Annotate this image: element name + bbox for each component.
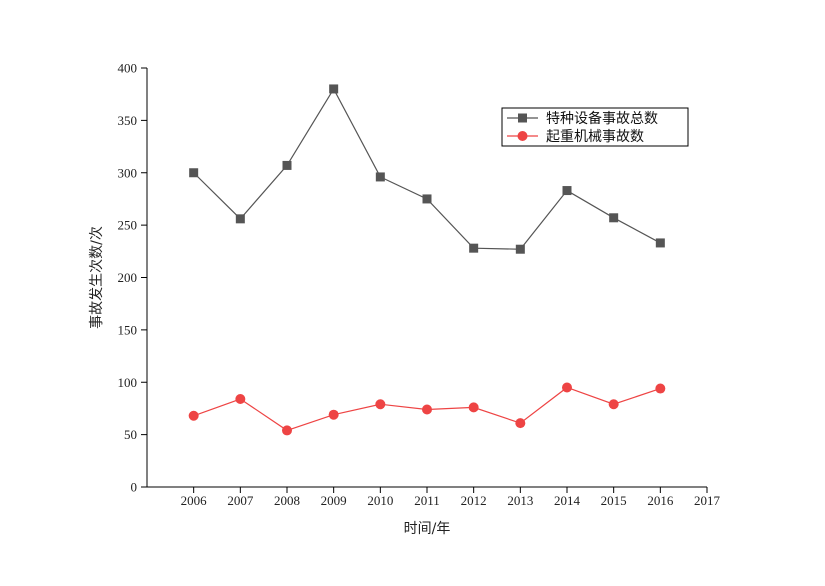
data-point-square xyxy=(235,214,245,224)
x-tick-label: 2012 xyxy=(461,493,487,508)
x-tick-label: 2017 xyxy=(694,493,721,508)
y-tick-label: 100 xyxy=(118,375,138,390)
legend-marker-square xyxy=(518,113,527,123)
y-tick-label: 0 xyxy=(131,480,138,495)
x-tick-label: 2007 xyxy=(227,493,254,508)
data-point-circle xyxy=(655,383,666,394)
data-point-square xyxy=(189,168,199,178)
legend-label-total: 特种设备事故总数 xyxy=(546,110,658,127)
legend-box xyxy=(501,107,689,147)
y-tick-label: 300 xyxy=(118,165,138,180)
data-point-circle xyxy=(515,418,526,429)
data-point-square xyxy=(282,160,292,170)
series-layer xyxy=(188,84,666,436)
data-point-circle xyxy=(608,399,619,410)
data-point-square xyxy=(655,238,665,248)
data-point-square xyxy=(469,243,479,253)
data-point-square xyxy=(609,213,619,223)
data-point-square xyxy=(422,194,432,204)
series-1 xyxy=(188,382,666,436)
data-point-square xyxy=(562,186,572,196)
x-ticks: 2006 2007 2008 2009 2010 2011 2012 2013 2014 2015… xyxy=(181,487,721,508)
x-tick-label: 2009 xyxy=(321,493,347,508)
data-point-circle xyxy=(422,404,432,415)
x-tick-label: 2016 xyxy=(647,493,674,508)
legend-marker-circle xyxy=(517,131,528,141)
x-axis-title: 时间/年 xyxy=(404,521,451,537)
data-point-square xyxy=(329,84,339,94)
y-tick-label: 200 xyxy=(118,270,138,285)
x-tick-label: 2006 xyxy=(181,493,208,508)
x-tick-label: 2015 xyxy=(601,493,627,508)
y-tick-label: 50 xyxy=(124,427,137,442)
data-point-square xyxy=(515,244,525,254)
y-axis-title: 事故发生次数/次 xyxy=(89,226,105,329)
x-tick-label: 2013 xyxy=(507,493,533,508)
legend-item-total: 特种设备事故总数 xyxy=(507,110,658,127)
x-tick-label: 2008 xyxy=(274,493,300,508)
series-0 xyxy=(189,84,665,254)
y-tick-label: 400 xyxy=(118,61,138,76)
y-tick-label: 250 xyxy=(118,218,138,233)
y-ticks: 0 50 100 150 200 250 300 350 400 xyxy=(118,61,147,495)
data-point-circle xyxy=(282,425,292,436)
data-point-circle xyxy=(375,399,386,410)
legend-label-crane: 起重机械事故数 xyxy=(546,129,644,145)
data-point-circle xyxy=(188,410,199,421)
data-point-circle xyxy=(562,382,572,393)
data-point-circle xyxy=(468,402,479,413)
data-point-circle xyxy=(235,394,246,405)
x-tick-label: 2011 xyxy=(414,493,440,508)
y-tick-label: 150 xyxy=(118,322,138,337)
x-tick-label: 2010 xyxy=(367,493,393,508)
data-point-circle xyxy=(328,409,339,420)
legend-item-crane: 起重机械事故数 xyxy=(507,129,644,145)
x-tick-label: 2014 xyxy=(554,493,581,508)
legend: 特种设备事故总数 起重机械事故数 xyxy=(501,107,689,147)
data-point-square xyxy=(375,172,385,182)
y-tick-label: 350 xyxy=(118,113,138,128)
